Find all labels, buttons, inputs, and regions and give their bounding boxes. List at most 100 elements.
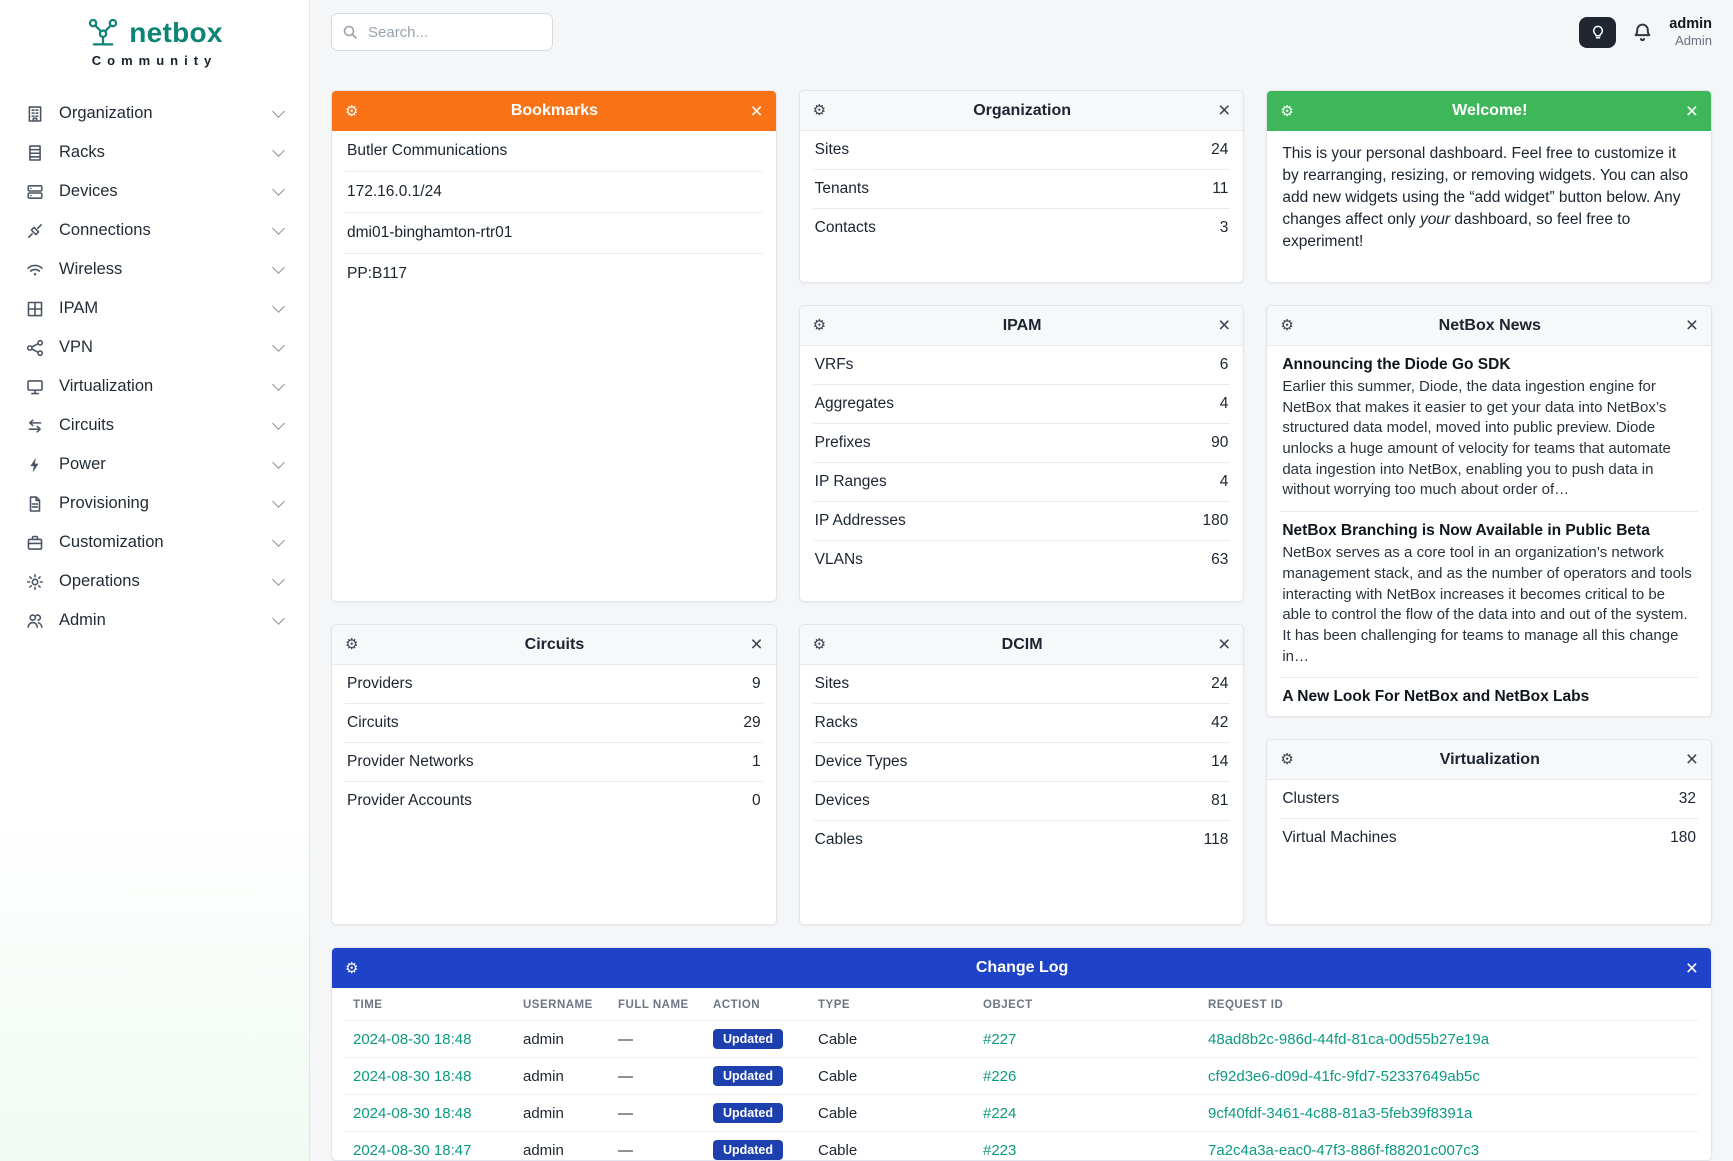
sidebar-item-vpn[interactable]: VPN (0, 328, 309, 367)
changelog-request-id-link[interactable]: 48ad8b2c-986d-44fd-81ca-00d55b27e19a (1208, 1030, 1490, 1048)
chevron-down-icon (272, 144, 285, 157)
close-icon[interactable]: × (750, 99, 763, 123)
changelog-fullname: — (610, 1131, 705, 1160)
changelog-fullname: — (610, 1094, 705, 1132)
gear-icon[interactable]: ⚙ (345, 636, 359, 653)
gear-icon[interactable]: ⚙ (1280, 102, 1294, 120)
stat-label[interactable]: Device Types (814, 753, 908, 770)
sidebar-item-racks[interactable]: Racks (0, 133, 309, 172)
sidebar-item-admin[interactable]: Admin (0, 601, 309, 640)
changelog-fullname: — (610, 1020, 705, 1058)
changelog-object-link[interactable]: #226 (983, 1067, 1017, 1085)
stat-label[interactable]: Prefixes (814, 434, 871, 451)
brand[interactable]: netbox Community (0, 0, 309, 68)
stat-row-providers: Providers 9 (345, 665, 763, 704)
sidebar-item-connections[interactable]: Connections (0, 211, 309, 250)
sidebar-item-organization[interactable]: Organization (0, 94, 309, 133)
status-badge: Updated (713, 1103, 783, 1123)
stat-label[interactable]: Sites (814, 141, 850, 158)
sidebar-item-ipam[interactable]: IPAM (0, 289, 309, 328)
chevron-down-icon (272, 534, 285, 547)
lightning-icon (26, 456, 44, 474)
sidebar-item-power[interactable]: Power (0, 445, 309, 484)
changelog-object-link[interactable]: #224 (983, 1104, 1017, 1122)
stat-label[interactable]: VRFs (814, 356, 854, 373)
stat-row-prefixes: Prefixes 90 (812, 424, 1231, 463)
sidebar-item-label: Power (59, 455, 106, 473)
sidebar-item-label: Customization (59, 533, 164, 551)
stat-label[interactable]: IP Addresses (814, 512, 906, 529)
changelog-request-id-link[interactable]: 7a2c4a3a-eac0-47f3-886f-f88201c007c3 (1208, 1141, 1480, 1159)
stat-label[interactable]: IP Ranges (814, 473, 887, 490)
monitor-icon (26, 378, 44, 396)
stat-label[interactable]: Virtual Machines (1282, 829, 1397, 846)
news-item-title[interactable]: NetBox Branching is Now Available in Pub… (1282, 522, 1650, 540)
close-icon[interactable]: × (750, 633, 763, 656)
sidebar-item-virtualization[interactable]: Virtualization (0, 367, 309, 406)
close-icon[interactable]: × (1685, 748, 1699, 771)
stat-label[interactable]: Provider Accounts (347, 792, 472, 809)
stat-label[interactable]: Providers (347, 675, 413, 692)
notifications-bell-icon[interactable] (1632, 22, 1653, 43)
sidebar-item-devices[interactable]: Devices (0, 172, 309, 211)
gear-icon[interactable]: ⚙ (812, 636, 827, 653)
changelog-time-link[interactable]: 2024-08-30 18:47 (353, 1141, 472, 1159)
stat-label[interactable]: VLANs (814, 551, 863, 568)
gear-icon[interactable]: ⚙ (812, 102, 827, 119)
dashboard-column-2: ⚙ Organization × Sites 24 Tenants 11 Conta… (798, 90, 1245, 925)
stat-row-clusters: Clusters 32 (1280, 780, 1699, 819)
stat-label[interactable]: Tenants (814, 180, 869, 197)
gear-icon[interactable]: ⚙ (1280, 317, 1294, 334)
bookmark-item[interactable]: PP:B117 (347, 265, 408, 282)
changelog-time-link[interactable]: 2024-08-30 18:48 (353, 1104, 472, 1122)
sidebar-item-customization[interactable]: Customization (0, 523, 309, 562)
close-icon[interactable]: × (1685, 956, 1698, 980)
stat-value: 24 (1211, 675, 1229, 692)
welcome-widget: ⚙ Welcome! × This is your personal dashb… (1266, 90, 1713, 283)
close-icon[interactable]: × (1218, 633, 1231, 656)
stat-label[interactable]: Circuits (347, 714, 399, 731)
news-item-title[interactable]: Announcing the Diode Go SDK (1282, 356, 1511, 373)
changelog-request-id-link[interactable]: cf92d3e6-d09d-41fc-9fd7-52337649ab5c (1208, 1067, 1480, 1085)
sidebar-item-operations[interactable]: Operations (0, 562, 309, 601)
sidebar-item-circuits[interactable]: Circuits (0, 406, 309, 445)
close-icon[interactable]: × (1218, 99, 1231, 122)
gear-icon[interactable]: ⚙ (345, 959, 359, 977)
gear-icon[interactable]: ⚙ (812, 317, 827, 334)
theme-toggle-button[interactable] (1579, 16, 1617, 48)
stat-label[interactable]: Aggregates (814, 395, 894, 412)
changelog-request-id-link[interactable]: 9cf40fdf-3461-4c88-81a3-5feb39f8391a (1208, 1104, 1473, 1122)
sidebar-item-label: Admin (59, 611, 106, 629)
stat-label[interactable]: Clusters (1282, 790, 1340, 807)
gear-icon[interactable]: ⚙ (1280, 751, 1294, 768)
chevron-down-icon (272, 222, 285, 235)
stat-label[interactable]: Cables (814, 831, 863, 848)
bookmark-item[interactable]: dmi01-binghamton-rtr01 (345, 213, 763, 254)
changelog-time-link[interactable]: 2024-08-30 18:48 (353, 1067, 472, 1085)
gear-icon[interactable]: ⚙ (345, 102, 359, 120)
news-item-title[interactable]: A New Look For NetBox and NetBox Labs (1282, 688, 1590, 706)
stat-row-cables: Cables 118 (813, 821, 1231, 859)
stat-label[interactable]: Racks (814, 714, 858, 731)
chevron-down-icon (272, 378, 285, 391)
close-icon[interactable]: × (1218, 314, 1231, 337)
stat-label[interactable]: Devices (814, 792, 870, 809)
sidebar-item-wireless[interactable]: Wireless (0, 250, 309, 289)
close-icon[interactable]: × (1685, 99, 1699, 123)
changelog-object-link[interactable]: #227 (983, 1030, 1017, 1048)
stat-label[interactable]: Contacts (814, 219, 876, 236)
stat-label[interactable]: Sites (814, 675, 850, 692)
search-input[interactable] (331, 13, 553, 51)
sidebar-item-provisioning[interactable]: Provisioning (0, 484, 309, 523)
user-menu[interactable]: admin Admin (1669, 15, 1712, 49)
widget-title: Virtualization (1439, 750, 1540, 768)
close-icon[interactable]: × (1685, 314, 1699, 337)
stat-row-contacts: Contacts 3 (813, 209, 1231, 247)
search-icon (342, 24, 358, 40)
changelog-time-link[interactable]: 2024-08-30 18:48 (353, 1030, 472, 1048)
bookmark-item[interactable]: 172.16.0.1/24 (345, 172, 763, 213)
changelog-object-link[interactable]: #223 (983, 1141, 1017, 1159)
bookmark-item[interactable]: Butler Communications (345, 131, 763, 172)
table-header-row: TIME USERNAME FULL NAME ACTION TYPE OBJE… (345, 988, 1698, 1021)
stat-label[interactable]: Provider Networks (347, 753, 474, 770)
